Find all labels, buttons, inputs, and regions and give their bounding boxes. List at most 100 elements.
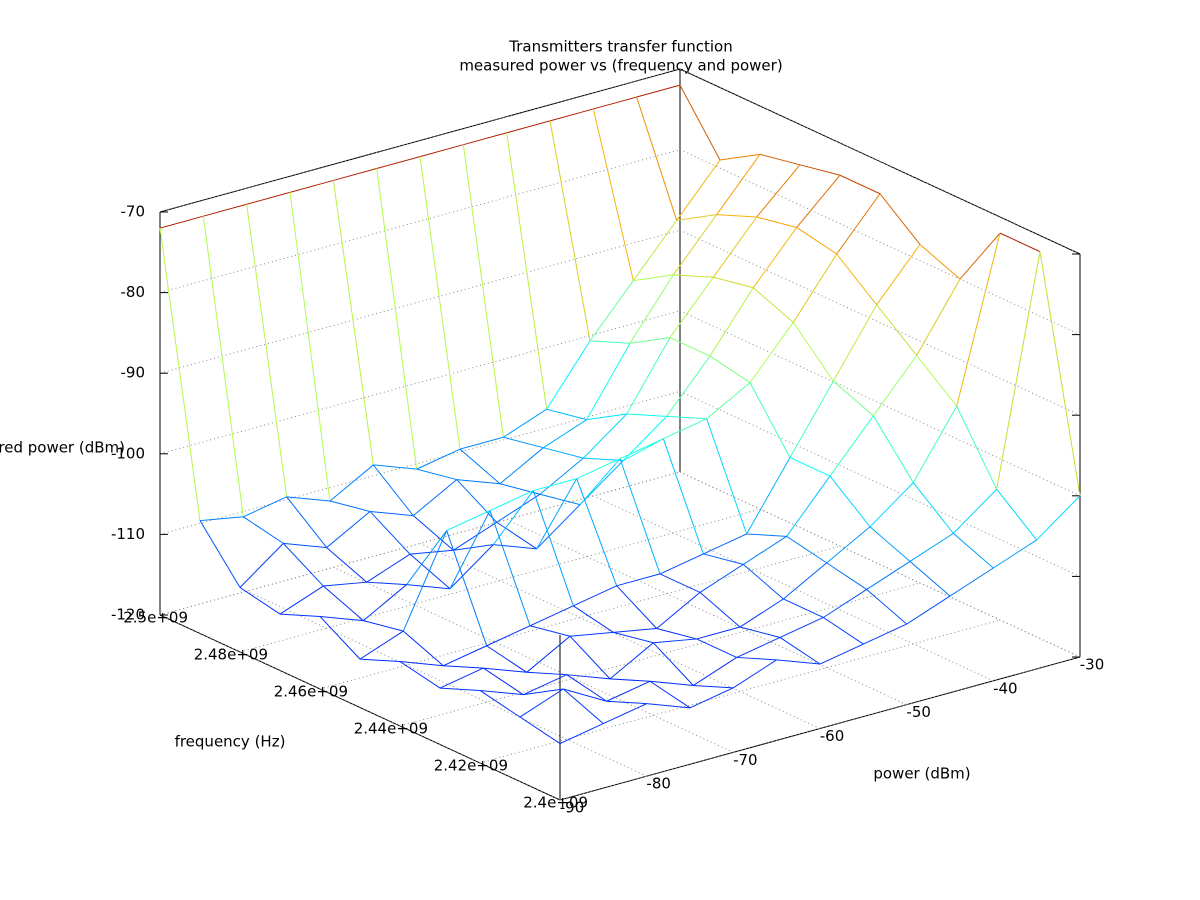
mesh-line: [829, 475, 871, 528]
grid-line: [159, 390, 681, 535]
mesh-line: [912, 405, 958, 483]
mesh-line: [653, 638, 697, 644]
mesh-line: [326, 547, 367, 583]
y-tick-label: 2.46e+09: [274, 683, 348, 701]
mesh-line: [529, 605, 574, 627]
mesh-line: [532, 490, 574, 606]
mesh-line: [566, 674, 607, 702]
grid-line: [679, 149, 1081, 336]
mesh-line: [459, 436, 504, 450]
z-tick-label: -120: [111, 606, 145, 624]
mesh-line: [626, 337, 671, 415]
mesh-line: [503, 436, 544, 449]
mesh-line: [796, 227, 837, 255]
mesh-line: [439, 667, 484, 689]
mesh-line: [872, 415, 914, 483]
mesh-line: [649, 680, 691, 709]
mesh-line: [703, 533, 747, 555]
mesh-line: [789, 380, 834, 458]
x-tick-label: -80: [646, 775, 671, 793]
grid-line: [506, 519, 907, 706]
mesh-line: [496, 521, 537, 550]
mesh-line: [739, 598, 784, 628]
mesh-line: [756, 164, 801, 218]
x-tick-label: -70: [733, 751, 758, 769]
mesh-line: [713, 276, 754, 289]
mesh-line: [486, 645, 527, 673]
mesh-line: [543, 447, 584, 459]
mesh-line: [243, 516, 284, 544]
mesh-line: [659, 553, 704, 575]
mesh-line: [493, 544, 537, 550]
mesh-line: [909, 561, 951, 597]
mesh-line: [239, 543, 284, 588]
mesh-line: [413, 515, 454, 551]
mesh-line: [286, 496, 331, 502]
mesh-line: [529, 625, 571, 637]
x-tick-label: -40: [993, 679, 1018, 697]
mesh-line: [569, 635, 611, 680]
mesh-line: [409, 553, 451, 590]
mesh-line: [673, 274, 714, 278]
mesh-line: [909, 532, 954, 562]
mesh-line: [779, 617, 824, 638]
mesh-line: [629, 274, 674, 344]
mesh-line: [399, 661, 441, 689]
mesh-line: [203, 203, 247, 217]
mesh-line: [826, 562, 867, 590]
mesh-line: [363, 584, 407, 622]
mesh-line: [636, 84, 681, 98]
mesh-line: [416, 448, 461, 470]
mesh-line: [629, 337, 671, 344]
mesh-line: [563, 688, 607, 702]
mesh-line: [376, 156, 421, 170]
mesh-line: [836, 253, 878, 306]
mesh-line: [696, 626, 741, 640]
mesh-line: [419, 144, 464, 158]
mesh-line: [756, 216, 797, 228]
z-tick-label: -100: [111, 444, 145, 462]
mesh-line: [783, 598, 824, 618]
mesh-line: [752, 227, 798, 289]
mesh-line: [693, 684, 734, 689]
mesh-line: [419, 156, 461, 450]
mesh-line: [659, 573, 701, 593]
mesh-line: [406, 584, 451, 590]
mesh-line: [716, 154, 761, 215]
mesh-line: [289, 179, 334, 193]
mesh-line: [569, 631, 614, 637]
mesh-line: [372, 464, 414, 516]
mesh-line: [663, 418, 707, 440]
mesh-line: [573, 605, 614, 633]
mesh-line: [459, 448, 501, 485]
mesh-line: [443, 665, 484, 669]
z-tick-label: -110: [111, 525, 145, 543]
mesh-line: [646, 703, 691, 709]
mesh-line: [866, 560, 911, 590]
mesh-line: [549, 120, 591, 341]
mesh-line: [869, 526, 911, 562]
mesh-line: [666, 355, 711, 417]
mesh-line: [616, 585, 658, 629]
mesh-line: [876, 304, 918, 356]
mesh-line: [506, 132, 548, 410]
mesh-line: [912, 482, 954, 534]
mesh-line: [836, 193, 881, 255]
mesh-line: [753, 287, 794, 323]
mesh-line: [536, 504, 581, 550]
mesh-line: [239, 587, 281, 615]
mesh-line: [869, 482, 914, 528]
grid-line: [679, 471, 1081, 658]
mesh-line: [593, 96, 637, 110]
y-tick-label: 2.4e+09: [523, 794, 588, 812]
mesh-line: [699, 563, 744, 593]
mesh-line: [446, 530, 488, 646]
mesh-line: [453, 521, 497, 551]
x-tick-label: -30: [1080, 656, 1105, 674]
mesh-line: [456, 479, 501, 485]
chart-subtitle: measured power vs (frequency and power): [459, 57, 782, 75]
mesh-line: [709, 355, 751, 384]
mesh-line: [823, 589, 867, 618]
mesh-line: [619, 438, 664, 460]
mesh-line: [949, 567, 994, 597]
